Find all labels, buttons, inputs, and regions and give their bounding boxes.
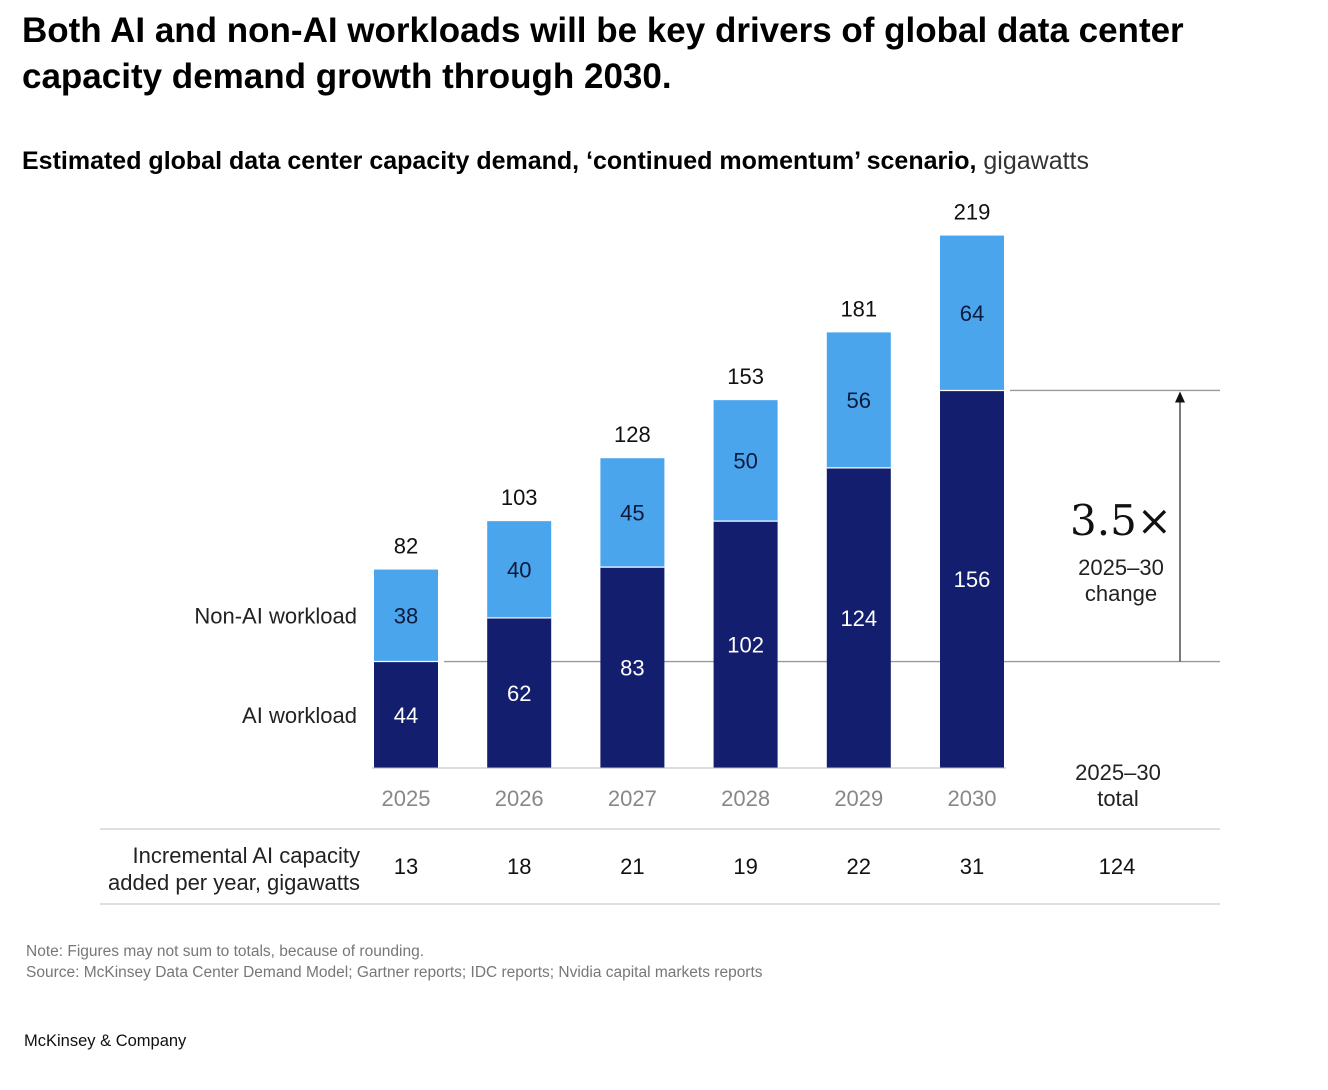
label-non-ai-2029: 56 [847, 388, 871, 413]
label-non-ai-2025: 38 [394, 604, 418, 629]
series-label-non-ai: Non-AI workload [194, 604, 357, 629]
table-total-value: 124 [1099, 854, 1136, 879]
brand-logo-text: McKinsey & Company [24, 1032, 187, 1050]
label-non-ai-2030: 64 [960, 301, 984, 326]
label-total-2030: 219 [954, 200, 991, 225]
label-total-2025: 82 [394, 534, 418, 559]
bar-ai-2030 [940, 390, 1004, 768]
chart-subtitle: Estimated global data center capacity de… [22, 144, 1089, 178]
subtitle-unit: gigawatts [983, 147, 1089, 175]
label-total-2027: 128 [614, 422, 651, 447]
tick-label-2030: 2030 [948, 786, 997, 811]
subtitle-main: Estimated global data center capacity de… [22, 147, 977, 175]
bar-non-ai-2030 [940, 235, 1004, 391]
total-header-line1: 2025–30 [1075, 760, 1161, 785]
bar-ai-2029 [826, 467, 891, 768]
table-value-2025: 13 [394, 854, 418, 879]
table-value-2030: 31 [960, 854, 984, 879]
tick-label-2029: 2029 [834, 786, 883, 811]
table-value-2027: 21 [620, 854, 644, 879]
bar-non-ai-2026 [487, 521, 552, 618]
bar-ai-2028 [713, 521, 778, 768]
label-total-2026: 103 [501, 485, 538, 510]
tick-label-2027: 2027 [608, 786, 657, 811]
growth-label-line2: change [1085, 581, 1157, 606]
growth-multiplier: 3.5× [1070, 496, 1172, 545]
bar-non-ai-2028 [713, 400, 778, 522]
bar-ai-2025 [374, 661, 438, 768]
label-non-ai-2026: 40 [507, 558, 531, 583]
table-value-2026: 18 [507, 854, 531, 879]
bar-ai-2026 [487, 617, 552, 768]
table-value-2028: 19 [733, 854, 757, 879]
label-non-ai-2028: 50 [733, 449, 757, 474]
table-value-2029: 22 [847, 854, 871, 879]
table-row-label-line2: added per year, gigawatts [108, 870, 360, 895]
label-ai-2029: 124 [840, 606, 877, 631]
label-total-2029: 181 [840, 296, 877, 321]
chart-title: Both AI and non-AI workloads will be key… [22, 11, 1184, 96]
bar-non-ai-2029 [826, 332, 891, 468]
tick-label-2025: 2025 [382, 786, 431, 811]
label-ai-2026: 62 [507, 681, 531, 706]
label-ai-2027: 83 [620, 656, 644, 681]
label-ai-2030: 156 [954, 567, 991, 592]
footnote-source: Source: McKinsey Data Center Demand Mode… [26, 964, 763, 981]
label-total-2028: 153 [727, 364, 764, 389]
footnote-note: Note: Figures may not sum to totals, bec… [26, 943, 425, 960]
label-ai-2028: 102 [727, 633, 764, 658]
label-non-ai-2027: 45 [620, 501, 644, 526]
series-label-ai: AI workload [242, 703, 357, 728]
total-header-line2: total [1097, 786, 1139, 811]
label-ai-2025: 44 [394, 703, 418, 728]
bar-ai-2027 [600, 567, 665, 768]
table-row-label-line1: Incremental AI capacity [133, 843, 360, 868]
tick-label-2028: 2028 [721, 786, 770, 811]
bar-non-ai-2025 [374, 569, 438, 662]
growth-arrow-head [1175, 391, 1185, 403]
bar-non-ai-2027 [600, 458, 665, 568]
growth-label-line1: 2025–30 [1078, 555, 1164, 580]
tick-label-2026: 2026 [495, 786, 544, 811]
